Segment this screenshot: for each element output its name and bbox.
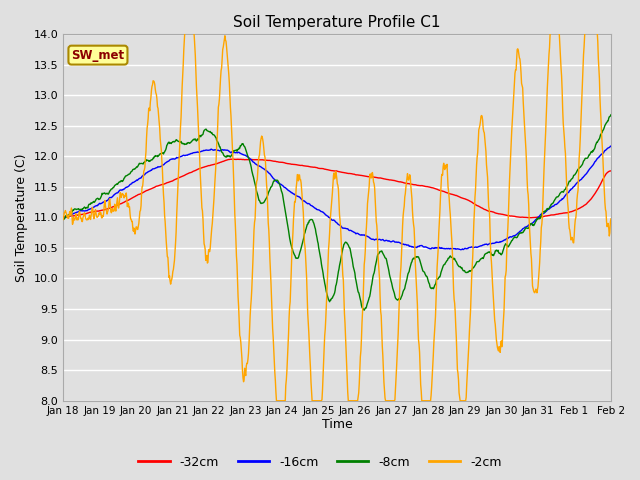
Title: Soil Temperature Profile C1: Soil Temperature Profile C1: [234, 15, 441, 30]
Y-axis label: Soil Temperature (C): Soil Temperature (C): [15, 153, 28, 282]
Text: SW_met: SW_met: [72, 48, 125, 61]
X-axis label: Time: Time: [322, 419, 353, 432]
Legend: -32cm, -16cm, -8cm, -2cm: -32cm, -16cm, -8cm, -2cm: [133, 451, 507, 474]
